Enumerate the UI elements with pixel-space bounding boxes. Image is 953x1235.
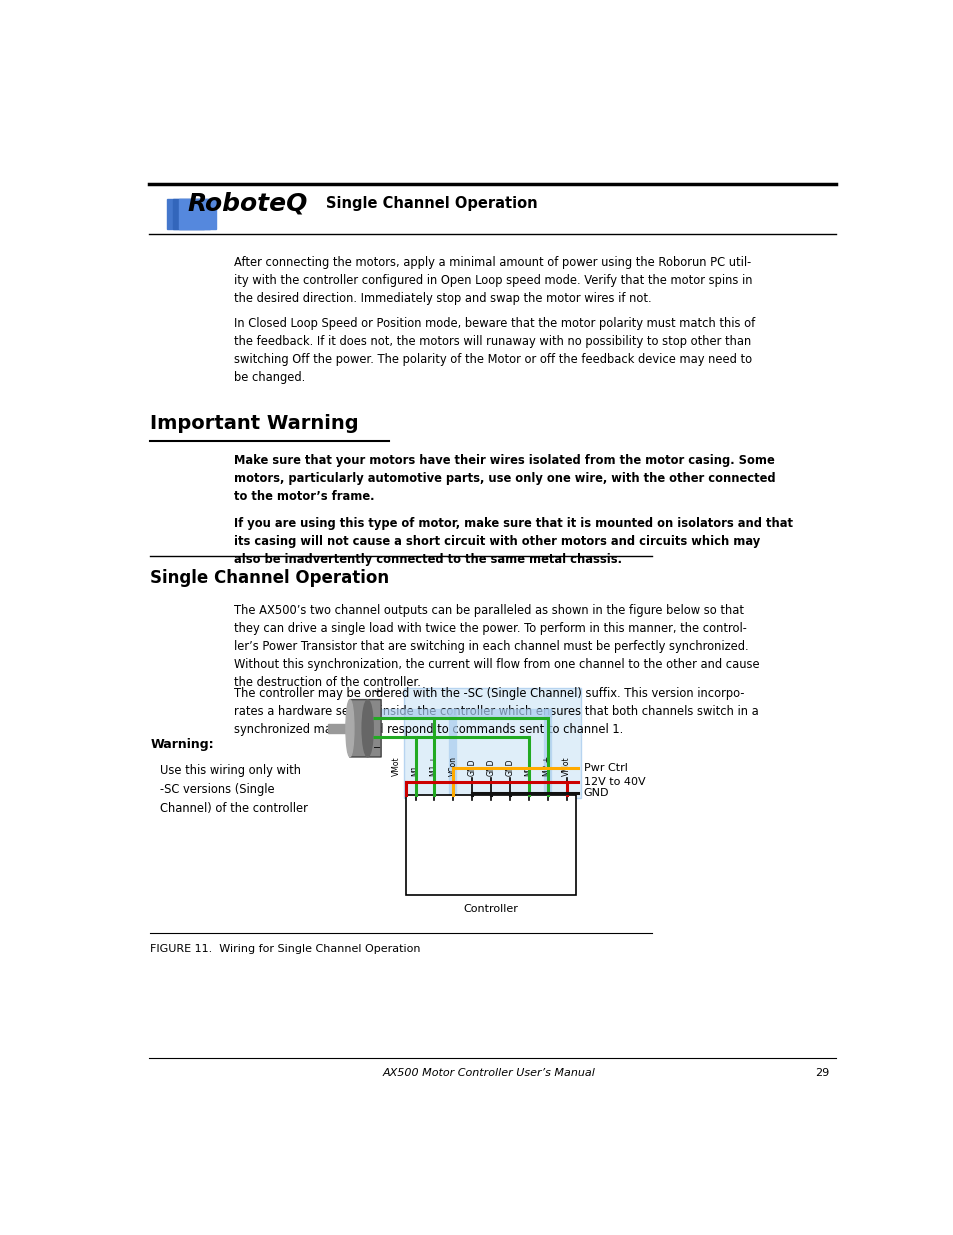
Text: RoboteQ: RoboteQ [187, 191, 307, 215]
Text: The controller may be ordered with the -SC (Single Channel) suffix. This version: The controller may be ordered with the -… [233, 688, 758, 736]
Text: 12V to 40V: 12V to 40V [583, 777, 644, 787]
Text: M2 +: M2 + [543, 756, 552, 776]
Bar [179, 199, 215, 228]
Bar [167, 199, 204, 228]
Text: Important Warning: Important Warning [151, 415, 358, 433]
Text: VCon: VCon [448, 756, 457, 776]
Text: GND: GND [467, 758, 476, 776]
Text: FIGURE 11.  Wiring for Single Channel Operation: FIGURE 11. Wiring for Single Channel Ope… [151, 944, 420, 955]
Text: GND: GND [486, 758, 496, 776]
Text: Warning:: Warning: [151, 737, 213, 751]
Bar [173, 199, 210, 228]
Bar [406, 795, 576, 894]
Text: GND: GND [583, 788, 608, 798]
Text: −: − [373, 742, 380, 752]
Text: Controller: Controller [463, 904, 518, 914]
Ellipse shape [362, 700, 373, 757]
Text: Use this wiring only with
-SC versions (Single
Channel) of the controller: Use this wiring only with -SC versions (… [160, 764, 308, 815]
Text: M2-: M2- [524, 762, 533, 776]
Text: VMot: VMot [392, 756, 401, 776]
Ellipse shape [346, 700, 354, 757]
Bar [403, 688, 580, 798]
Text: After connecting the motors, apply a minimal amount of power using the Roborun P: After connecting the motors, apply a min… [233, 256, 752, 305]
Bar [328, 724, 350, 734]
FancyBboxPatch shape [350, 699, 381, 757]
Text: Make sure that your motors have their wires isolated from the motor casing. Some: Make sure that your motors have their wi… [233, 454, 775, 504]
Text: +: + [373, 687, 380, 697]
Text: M1 +: M1 + [430, 756, 438, 776]
Text: AX500 Motor Controller User’s Manual: AX500 Motor Controller User’s Manual [382, 1068, 595, 1078]
Text: 29: 29 [814, 1068, 828, 1078]
Text: In Closed Loop Speed or Position mode, beware that the motor polarity must match: In Closed Loop Speed or Position mode, b… [233, 316, 755, 384]
Text: GND: GND [505, 758, 514, 776]
Text: VMot: VMot [561, 756, 571, 776]
Text: Single Channel Operation: Single Channel Operation [151, 568, 389, 587]
Text: The AX500’s two channel outputs can be paralleled as shown in the figure below s: The AX500’s two channel outputs can be p… [233, 604, 759, 689]
Text: If you are using this type of motor, make sure that it is mounted on isolators a: If you are using this type of motor, mak… [233, 517, 792, 566]
Text: Single Channel Operation: Single Channel Operation [326, 196, 537, 211]
Text: M1-: M1- [411, 762, 419, 776]
Text: Pwr Ctrl: Pwr Ctrl [583, 763, 627, 773]
